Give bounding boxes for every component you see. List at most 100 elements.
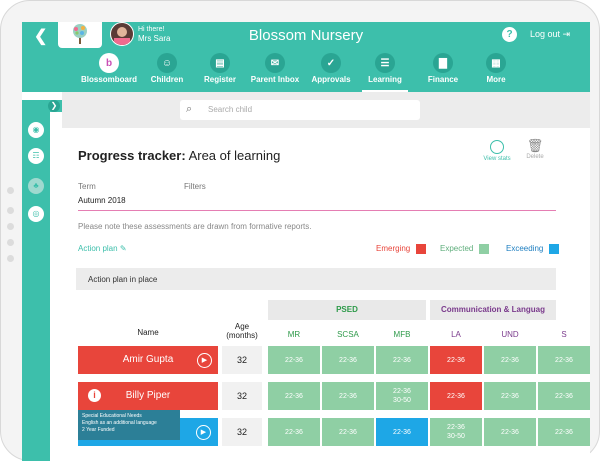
- view-stats-button[interactable]: View stats: [480, 140, 514, 162]
- col-s: S: [561, 330, 567, 339]
- legend-exceeding: Exceeding: [506, 244, 560, 254]
- assessment-cell[interactable]: 22-36: [430, 346, 482, 374]
- assessment-cell[interactable]: 22-36: [268, 418, 320, 446]
- table-row-name[interactable]: i Billy Piper: [78, 382, 218, 410]
- back-arrow-icon[interactable]: ❮: [34, 28, 48, 45]
- nursery-logo: [58, 22, 102, 48]
- sidebar: ❯ ◉ ☶ ♣ ◎: [22, 100, 60, 461]
- group-communication: Communication & Languag: [430, 300, 556, 320]
- action-plan-bar: Action plan in place: [76, 268, 556, 290]
- nav-register[interactable]: ▤ Register: [196, 50, 244, 92]
- assessment-cell[interactable]: 22-36 30-50: [430, 418, 482, 446]
- assessment-cell[interactable]: 22-36: [322, 346, 374, 374]
- assessment-note: Please note these assessments are drawn …: [78, 222, 312, 231]
- group-psed: PSED: [268, 300, 426, 320]
- assessment-cell[interactable]: 22-36: [484, 346, 536, 374]
- legend-emerging: Emerging: [376, 244, 427, 254]
- sidebar-expand-icon[interactable]: ❯: [48, 100, 60, 112]
- name-header: Name: [137, 328, 159, 337]
- nav-more[interactable]: ▦ More: [474, 50, 518, 92]
- main-nav: b Blossomboard ☺ Children ▤ Register ✉ P…: [22, 50, 590, 92]
- tablet-button: [7, 255, 14, 262]
- avatar[interactable]: [110, 22, 134, 46]
- approvals-icon: ✓: [321, 53, 341, 73]
- play-icon[interactable]: ▶: [197, 353, 212, 368]
- help-icon[interactable]: ?: [502, 27, 517, 42]
- view-stats-label: View stats: [483, 156, 511, 162]
- inbox-icon: ✉: [265, 53, 285, 73]
- play-icon[interactable]: ▶: [196, 425, 211, 440]
- nav-learning[interactable]: ☰ Learning: [362, 50, 408, 92]
- top-bar: ❮ Hi there! Mrs Sara Blossom Nursery ? L…: [22, 22, 590, 50]
- user-greeting: Hi there! Mrs Sara: [138, 25, 170, 44]
- tag-sen: Special Educational Needs: [82, 413, 142, 419]
- assessment-cell[interactable]: 22-36 30-50: [376, 382, 428, 410]
- search-input[interactable]: ⌕ Search child: [180, 100, 420, 120]
- assessment-cell[interactable]: 22-36: [484, 382, 536, 410]
- app-title: Blossom Nursery: [248, 27, 364, 44]
- pencil-icon: ✎: [119, 244, 127, 253]
- assessment-cell[interactable]: 22-36: [376, 418, 428, 446]
- table-row-name[interactable]: Amir Gupta ▶: [78, 346, 218, 374]
- logout-button[interactable]: Log out ⇥: [530, 29, 570, 40]
- tag-funded: 2 Year Funded: [82, 427, 115, 433]
- target-icon[interactable]: ◎: [28, 206, 44, 222]
- page-title-bold: Progress tracker:: [78, 148, 186, 163]
- assessment-cell[interactable]: 22-36: [322, 418, 374, 446]
- assessment-cell[interactable]: 22-36: [484, 418, 536, 446]
- plan-bar-label: Action plan in place: [88, 275, 158, 284]
- col-scsa: SCSA: [337, 330, 359, 339]
- info-icon[interactable]: i: [88, 389, 101, 402]
- action-plan-link[interactable]: Action plan ✎: [78, 244, 127, 253]
- nav-label: Finance: [427, 75, 459, 84]
- chart-icon: ▇: [433, 53, 453, 73]
- filters-label: Filters: [184, 182, 206, 191]
- nav-parent-inbox[interactable]: ✉ Parent Inbox: [246, 50, 304, 92]
- nav-finance[interactable]: ▇ Finance: [420, 50, 466, 92]
- child-tags-tooltip: Special Educational Needs English as an …: [78, 410, 180, 440]
- delete-button[interactable]: 🗑 Delete: [520, 138, 550, 160]
- assessment-cell[interactable]: 22-36: [430, 382, 482, 410]
- tablet-button: [7, 223, 14, 230]
- term-label: Term: [78, 182, 96, 191]
- legend-expected: Expected: [440, 244, 490, 254]
- user-name: Mrs Sara: [138, 34, 171, 43]
- tablet-button: [7, 207, 14, 214]
- assessment-cell[interactable]: 22-36: [538, 382, 590, 410]
- nav-children[interactable]: ☺ Children: [144, 50, 190, 92]
- divider: [78, 210, 556, 211]
- tree-icon[interactable]: ♣: [28, 178, 44, 194]
- nav-label: Parent Inbox: [250, 75, 300, 84]
- tablet-button: [7, 239, 14, 246]
- nav-label: Blossomboard: [80, 75, 137, 84]
- assessment-cell[interactable]: 22-36: [268, 382, 320, 410]
- col-und: UND: [501, 330, 519, 339]
- eye-icon[interactable]: ◉: [28, 122, 44, 138]
- assessment-cell[interactable]: 22-36: [538, 346, 590, 374]
- assessment-cell[interactable]: 22-36: [268, 346, 320, 374]
- child-name: Billy Piper: [125, 390, 171, 401]
- nav-label: Children: [150, 75, 184, 84]
- col-la: LA: [451, 330, 461, 339]
- nav-label: Approvals: [311, 75, 351, 84]
- legend-label: Expected: [440, 244, 474, 254]
- nav-approvals[interactable]: ✓ Approvals: [306, 50, 356, 92]
- trash-icon: 🗑: [526, 138, 544, 153]
- legend-swatch: [549, 244, 560, 254]
- age-cell: 32: [222, 346, 262, 374]
- footprints-icon[interactable]: ☶: [28, 148, 44, 164]
- app-screen: ❮ Hi there! Mrs Sara Blossom Nursery ? L…: [22, 22, 590, 461]
- age-header: Age (months): [226, 322, 258, 340]
- assessment-cell[interactable]: 22-36: [376, 346, 428, 374]
- tag-eal: English as an additional language: [82, 420, 157, 426]
- nav-label: More: [486, 75, 506, 84]
- assessment-cell[interactable]: 22-36: [322, 382, 374, 410]
- smiley-icon: ☺: [157, 53, 177, 73]
- term-select[interactable]: Autumn 2018: [78, 196, 126, 205]
- assessment-cell[interactable]: 22-36: [538, 418, 590, 446]
- legend-label: Exceeding: [506, 244, 544, 254]
- nav-blossomboard[interactable]: b Blossomboard: [76, 50, 142, 92]
- grid-icon: ▦: [486, 53, 506, 73]
- blossom-icon: b: [99, 53, 119, 73]
- tablet-button: [7, 187, 14, 194]
